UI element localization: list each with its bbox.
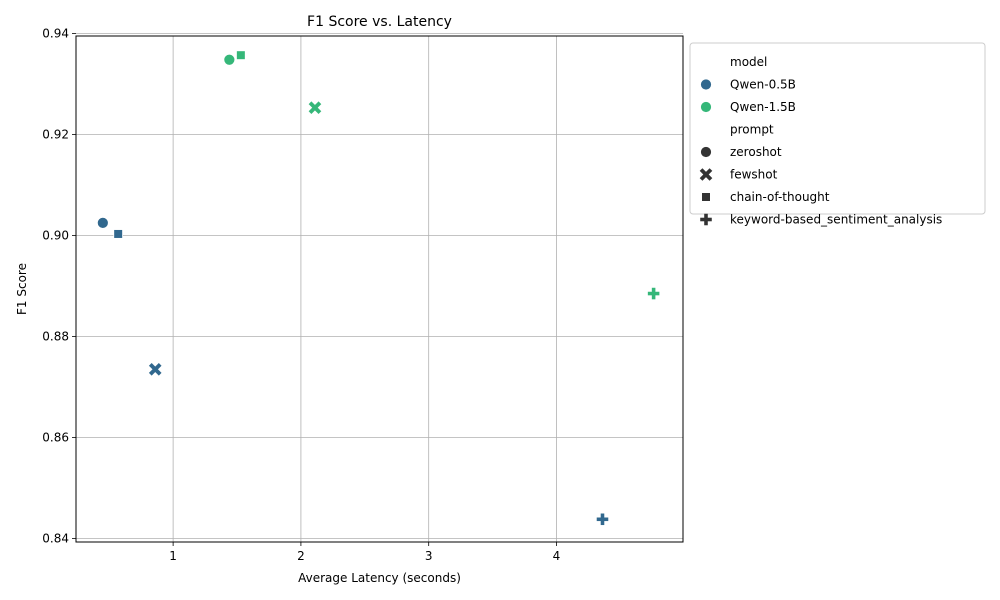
legend-marker [700,101,712,113]
axis-ticks: 1 2 3 4 0.84 0.86 0.88 0.90 0.92 0.94 [42,26,560,563]
data-point [647,287,660,300]
plot-frame [75,35,684,543]
data-points [96,50,660,526]
legend-items: model Qwen-0.5B Qwen-1.5B prompt zeroshot few… [699,55,942,227]
y-axis-label: F1 Score [15,263,29,315]
legend-marker [700,78,712,91]
legend-title-model: model [730,55,767,69]
y-tick-label: 0.84 [42,531,69,545]
legend-marker [701,192,711,202]
data-point [113,229,123,239]
data-point [223,53,236,66]
legend-label: Qwen-1.5B [730,100,796,114]
y-tick-label: 0.88 [42,329,69,343]
data-point [96,216,109,229]
legend-label: fewshot [730,168,778,182]
y-tick-label: 0.92 [42,127,69,141]
grid-lines [76,33,683,542]
legend-marker [699,168,713,181]
chart-title: F1 Score vs. Latency [307,14,452,30]
y-tick-label: 0.94 [42,26,69,40]
legend-label: Qwen-0.5B [730,78,796,92]
legend-box [689,42,986,215]
x-axis-label: Average Latency (seconds) [298,571,461,585]
x-tick-label: 2 [297,549,305,563]
y-tick-label: 0.86 [42,430,69,444]
legend-label: zeroshot [730,145,782,159]
data-point [148,362,162,376]
legend: model Qwen-0.5B Qwen-1.5B prompt zeroshot few… [689,42,986,227]
x-tick-label: 3 [425,549,433,563]
data-point [308,101,322,115]
x-tick-label: 1 [169,549,177,563]
legend-title-prompt: prompt [730,123,774,137]
legend-marker [700,146,712,158]
legend-marker [700,213,712,226]
data-point [236,50,246,60]
legend-label: chain-of-thought [730,190,830,204]
data-point [596,513,609,526]
y-tick-label: 0.90 [42,228,69,242]
legend-label: keyword-based_sentiment_analysis [730,213,942,227]
x-tick-label: 4 [553,549,561,563]
